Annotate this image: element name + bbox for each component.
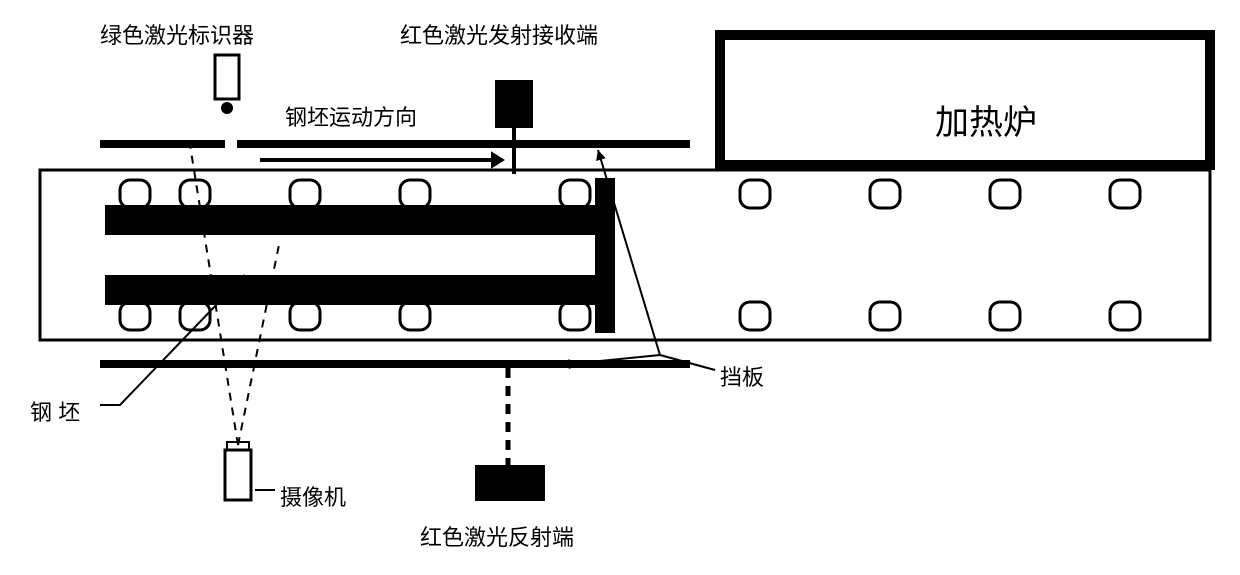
upper-rail-right [237,140,690,148]
green-marker-body [215,55,239,99]
roller-top [180,180,210,208]
roller-bot [290,302,320,330]
roller-bot [1110,302,1140,330]
roller-top [740,180,770,208]
camera-body [225,450,251,500]
billet-bar [105,205,615,235]
red-reflector-body [475,465,545,501]
roller-top [290,180,320,208]
conveyor-outline [40,170,1210,340]
red-txrx-stem [512,128,516,174]
billet-bar [105,275,615,305]
label-billet: 钢 坯 [30,395,80,427]
roller-top [400,180,430,208]
label-red-reflector: 红色激光反射端 [420,520,574,552]
roller-top [560,180,590,208]
label-direction: 钢坯运动方向 [285,100,417,132]
label-furnace: 加热炉 [935,95,1037,144]
diagram-svg [0,0,1240,575]
roller-bot [870,302,900,330]
camera-fov-line [238,240,280,445]
baffle-bar [595,178,615,333]
leader-baffle-1 [598,150,715,370]
roller-top [990,180,1020,208]
upper-rail-left [100,140,225,148]
roller-top [120,180,150,208]
label-red-txrx: 红色激光发射接收端 [400,18,598,50]
direction-arrow-head [491,151,505,169]
label-camera: 摄像机 [280,480,346,512]
red-txrx-body [495,80,533,128]
roller-bot [990,302,1020,330]
label-green-marker: 绿色激光标识器 [100,18,254,50]
roller-top [870,180,900,208]
roller-bot [400,302,430,330]
roller-bot [560,302,590,330]
roller-bot [120,302,150,330]
green-marker-tip [221,102,233,114]
label-baffle: 挡板 [720,360,764,392]
roller-bot [740,302,770,330]
roller-top [1110,180,1140,208]
